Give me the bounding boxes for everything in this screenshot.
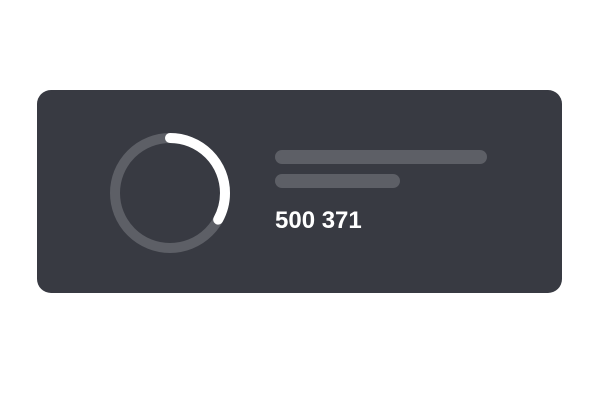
stat-value: 500 371 (275, 207, 362, 234)
placeholder-line-short (275, 174, 400, 188)
progress-ring-fill (110, 133, 230, 253)
progress-ring (107, 130, 233, 256)
stat-card: 500 371 (37, 90, 562, 293)
placeholder-line-long (275, 150, 487, 164)
progress-ring-svg (110, 133, 230, 253)
